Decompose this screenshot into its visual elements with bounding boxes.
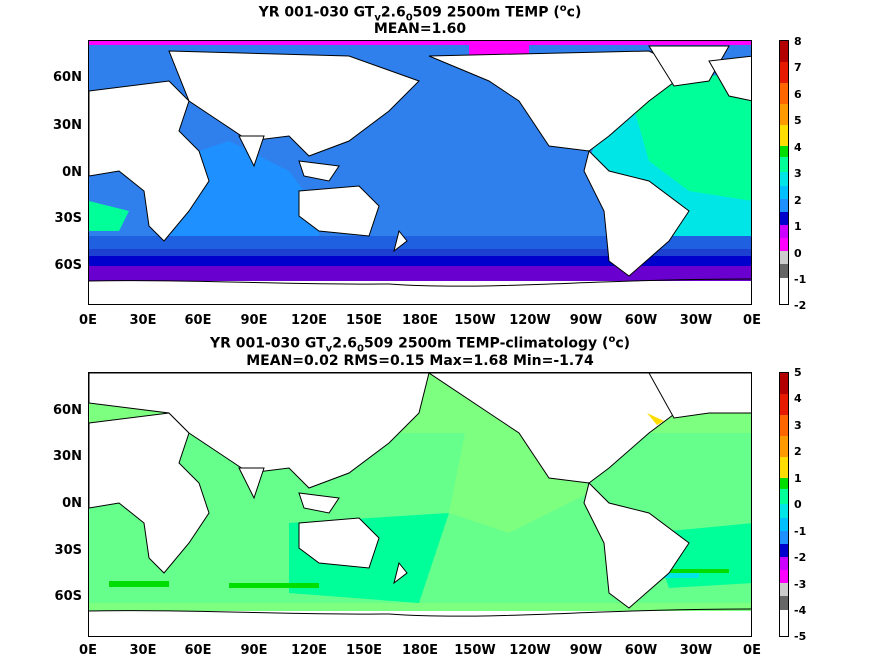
panel1-colorbar (779, 40, 789, 305)
lon-label: 60E (184, 313, 212, 328)
lon-label: 90W (569, 313, 603, 328)
lat-label: 60S (54, 589, 82, 604)
colorbar-tick: 2 (794, 194, 802, 207)
colorbar-tick: -1 (794, 525, 807, 538)
lat-label: 60S (54, 258, 82, 273)
colorbar-tick: 6 (794, 88, 802, 101)
lon-label: 30E (129, 313, 157, 328)
panel2-colorbar (779, 372, 789, 637)
lat-label: 60N (53, 70, 82, 85)
lon-label: 120W (509, 313, 551, 328)
lon-label: 30W (679, 643, 713, 658)
lon-label: 90E (240, 643, 268, 658)
colorbar-tick: 4 (794, 392, 802, 405)
lon-label: 150E (345, 643, 383, 658)
colorbar-tick: 1 (794, 220, 802, 233)
lat-label: 30N (53, 449, 82, 464)
colorbar-tick: -5 (794, 630, 807, 643)
panel2-stats: MEAN=0.02 RMS=0.15 Max=1.68 Min=-1.74 (246, 353, 594, 369)
lat-label: 0N (62, 165, 82, 180)
lon-label: 60W (624, 643, 658, 658)
lon-label: 0E (743, 313, 761, 328)
colorbar-tick: 4 (794, 141, 802, 154)
panel2-map (88, 372, 752, 637)
lat-label: 30S (54, 543, 82, 558)
colorbar-tick: -3 (794, 578, 807, 591)
lon-label: 120E (290, 313, 328, 328)
lon-label: 60W (624, 313, 658, 328)
lon-label: 30E (129, 643, 157, 658)
lon-label: 180E (401, 643, 439, 658)
lon-label: 150W (454, 313, 496, 328)
lon-label: 60E (184, 643, 212, 658)
lon-label: 90W (569, 643, 603, 658)
panel2-title: YR 001-030 GTv2.60509 2500m TEMP-climato… (209, 334, 631, 355)
lon-label: 150E (345, 313, 383, 328)
lon-label: 120E (290, 643, 328, 658)
lon-label: 150W (454, 643, 496, 658)
colorbar-tick: 8 (794, 35, 802, 48)
lon-label: 0E (79, 313, 97, 328)
colorbar-tick: 0 (794, 247, 802, 260)
panel1-stats: MEAN=1.60 (373, 21, 467, 37)
lat-label: 30S (54, 211, 82, 226)
lon-label: 30W (679, 313, 713, 328)
colorbar-tick: -4 (794, 604, 807, 617)
lon-label: 120W (509, 643, 551, 658)
lon-label: 90E (240, 313, 268, 328)
panel1-map (88, 40, 752, 305)
colorbar-tick: -1 (794, 273, 807, 286)
colorbar-tick: 1 (794, 472, 802, 485)
colorbar-tick: 5 (794, 114, 802, 127)
colorbar-tick: 0 (794, 498, 802, 511)
lon-label: 0E (743, 643, 761, 658)
lat-label: 60N (53, 403, 82, 418)
colorbar-tick: 5 (794, 366, 802, 379)
lon-label: 0E (79, 643, 97, 658)
lat-label: 30N (53, 118, 82, 133)
colorbar-tick: 2 (794, 445, 802, 458)
lat-label: 0N (62, 496, 82, 511)
colorbar-tick: 3 (794, 419, 802, 432)
colorbar-tick: -2 (794, 299, 807, 312)
panel1-title: YR 001-030 GTv2.60509 2500m TEMP (oc) (258, 3, 582, 24)
colorbar-tick: 3 (794, 167, 802, 180)
colorbar-tick: 7 (794, 61, 802, 74)
colorbar-tick: -2 (794, 551, 807, 564)
lon-label: 180E (401, 313, 439, 328)
